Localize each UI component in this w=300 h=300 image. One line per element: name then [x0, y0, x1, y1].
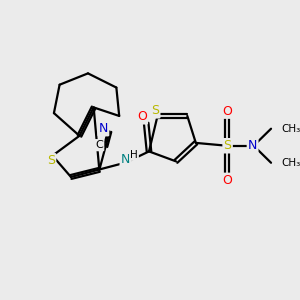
Text: S: S	[47, 154, 55, 167]
Text: S: S	[151, 104, 159, 117]
Text: CH₃: CH₃	[281, 158, 300, 168]
Text: O: O	[222, 105, 232, 118]
Text: S: S	[224, 139, 232, 152]
Text: O: O	[137, 110, 147, 123]
Text: N: N	[99, 122, 108, 135]
Text: C: C	[95, 140, 103, 150]
Text: CH₃: CH₃	[281, 124, 300, 134]
Text: N: N	[248, 139, 257, 152]
Text: O: O	[222, 174, 232, 187]
Text: N: N	[121, 153, 130, 166]
Text: H: H	[130, 150, 138, 160]
